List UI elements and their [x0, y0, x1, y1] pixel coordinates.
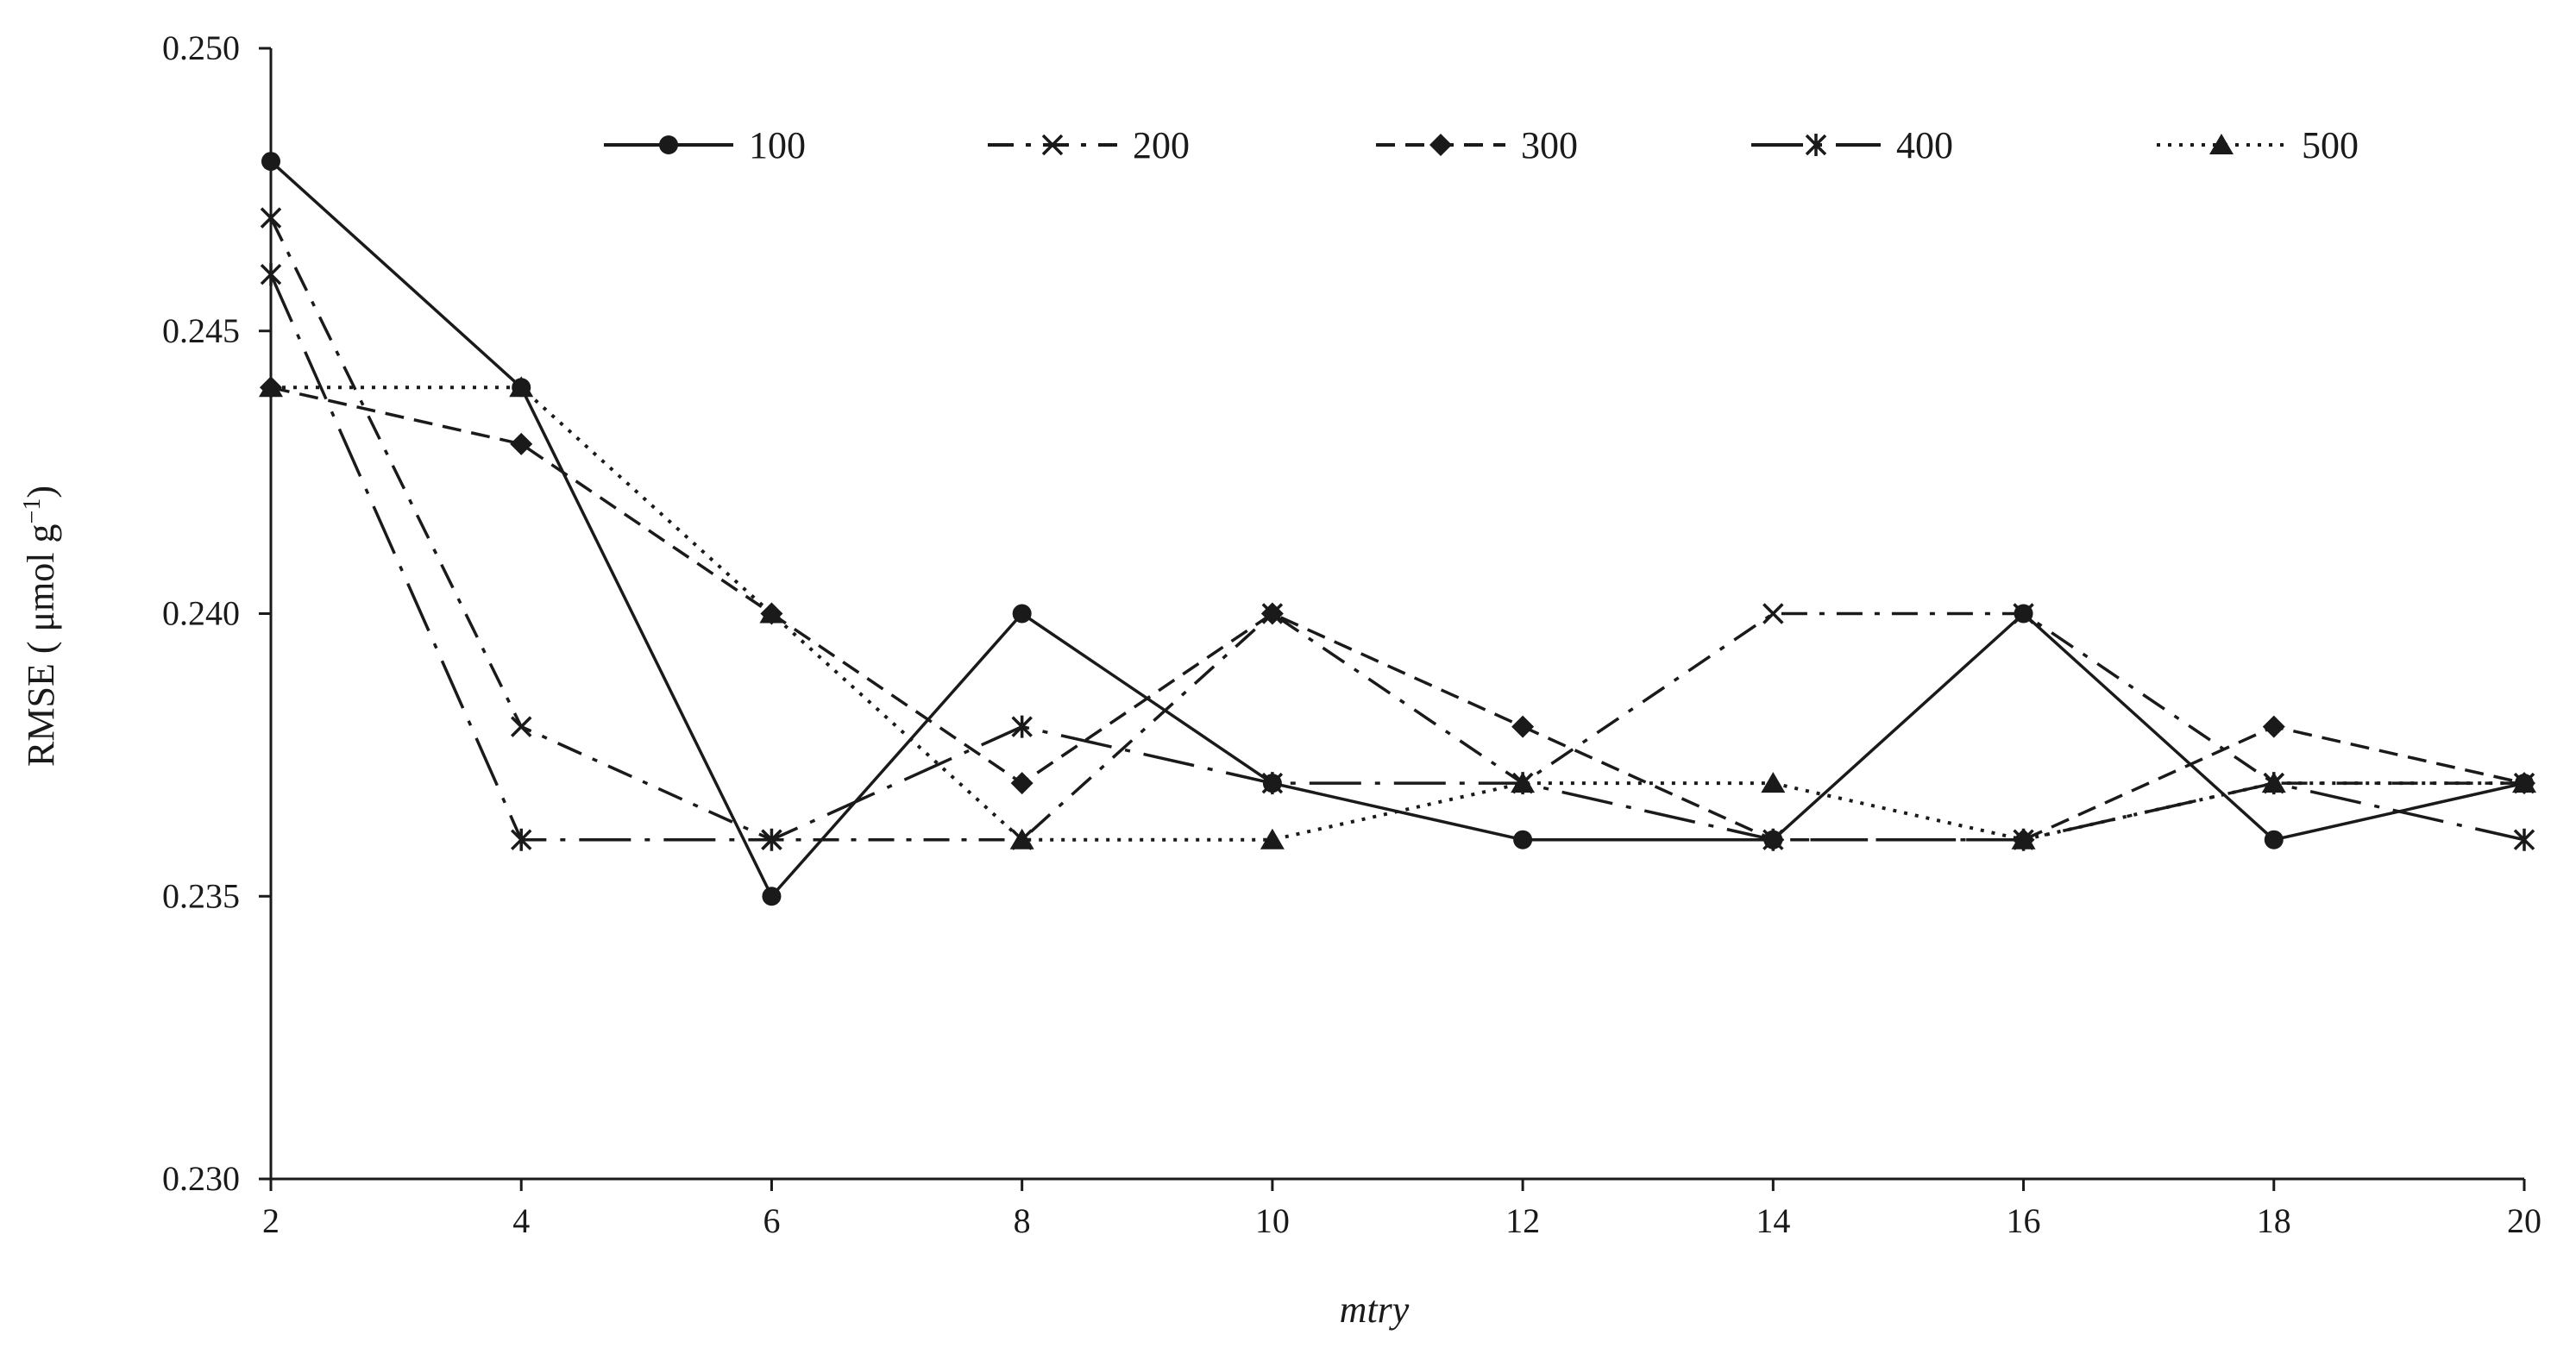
data-point-300	[1511, 715, 1535, 738]
data-point-500	[2011, 828, 2036, 849]
x-tick-label: 8	[1014, 1201, 1031, 1240]
data-point-200	[260, 207, 282, 229]
x-tick-label: 10	[1255, 1201, 1290, 1240]
data-point-100	[1012, 604, 1032, 624]
legend-label-400: 400	[1896, 124, 1953, 166]
legend-marker-400	[1805, 134, 1827, 156]
x-tick-label: 14	[1756, 1201, 1790, 1240]
series-100	[261, 152, 2534, 906]
x-tick-label: 20	[2507, 1201, 2541, 1240]
data-point-200	[510, 716, 532, 737]
data-point-500	[2512, 772, 2536, 793]
series-200	[260, 207, 2535, 850]
series-layer	[259, 152, 2536, 906]
legend-label-100: 100	[749, 124, 806, 166]
x-axis-title: mtry	[1340, 1288, 1410, 1331]
data-point-400	[1762, 828, 1784, 851]
data-point-500	[759, 602, 784, 624]
series-line-200	[269, 216, 2524, 842]
x-tick-label: 12	[1505, 1201, 1540, 1240]
data-point-400	[510, 828, 532, 851]
x-tick-label: 16	[2007, 1201, 2041, 1240]
legend-marker-300	[1429, 134, 1452, 156]
x-tick-label: 2	[262, 1201, 280, 1240]
data-point-500	[259, 376, 283, 398]
data-point-300	[510, 432, 533, 455]
series-line-400	[269, 273, 2525, 842]
data-point-100	[2264, 830, 2284, 849]
data-point-500	[1260, 828, 1285, 849]
legend-marker-100	[659, 135, 678, 154]
data-point-500	[1511, 772, 1536, 793]
legend-item-400: 400	[1751, 124, 1953, 166]
series-300	[260, 376, 2535, 851]
y-tick-label: 0.235	[162, 876, 240, 915]
legend-item-500: 500	[2157, 124, 2359, 166]
x-tick-label: 18	[2257, 1201, 2291, 1240]
data-point-100	[261, 152, 280, 172]
legend-marker-200	[1041, 134, 1064, 156]
data-point-400	[1261, 772, 1284, 795]
x-tick-label: 6	[763, 1201, 780, 1240]
data-point-400	[260, 263, 282, 286]
series-line-100	[269, 160, 2525, 898]
series-line-300	[270, 386, 2525, 842]
legend-label-200: 200	[1133, 124, 1190, 166]
data-point-500	[2261, 772, 2286, 793]
y-axis-title: RMSE ( μmol g−1)	[19, 486, 62, 767]
x-tick-label: 4	[512, 1201, 530, 1240]
data-point-200	[2013, 603, 2034, 624]
legend-item-200: 200	[988, 124, 1190, 166]
series-500	[259, 376, 2536, 849]
legend-label-500: 500	[2302, 124, 2359, 166]
legend-item-300: 300	[1376, 124, 1578, 166]
axes: 0.230 0.235 0.240 0.245 0.250 2 4 6 8 10 12 14 16 18 2…	[162, 28, 2541, 1240]
data-point-300	[1260, 602, 1284, 625]
y-axis-title-main: RMSE ( μmol g	[20, 523, 62, 767]
series-line-500	[271, 386, 2524, 842]
y-axis-title-close: )	[20, 486, 62, 498]
data-point-200	[1762, 603, 1784, 624]
legend: 100 200 300 400 500	[604, 124, 2359, 166]
y-tick-label: 0.240	[162, 594, 240, 633]
data-point-500	[1761, 772, 1786, 793]
data-point-400	[2513, 828, 2535, 851]
legend-item-100: 100	[604, 124, 806, 166]
data-point-100	[1513, 830, 1533, 849]
data-point-500	[1009, 828, 1034, 849]
y-axis-title-superscript: −1	[19, 498, 46, 524]
data-point-400	[1011, 715, 1033, 738]
data-point-300	[1010, 772, 1034, 795]
legend-label-300: 300	[1521, 124, 1578, 166]
data-point-400	[761, 828, 782, 851]
legend-marker-500	[2209, 134, 2234, 154]
y-tick-label: 0.250	[162, 28, 240, 67]
y-tick-label: 0.230	[162, 1159, 240, 1198]
data-point-300	[2262, 715, 2285, 738]
data-point-500	[509, 376, 534, 398]
data-point-100	[762, 887, 782, 906]
y-tick-label: 0.245	[162, 311, 240, 350]
